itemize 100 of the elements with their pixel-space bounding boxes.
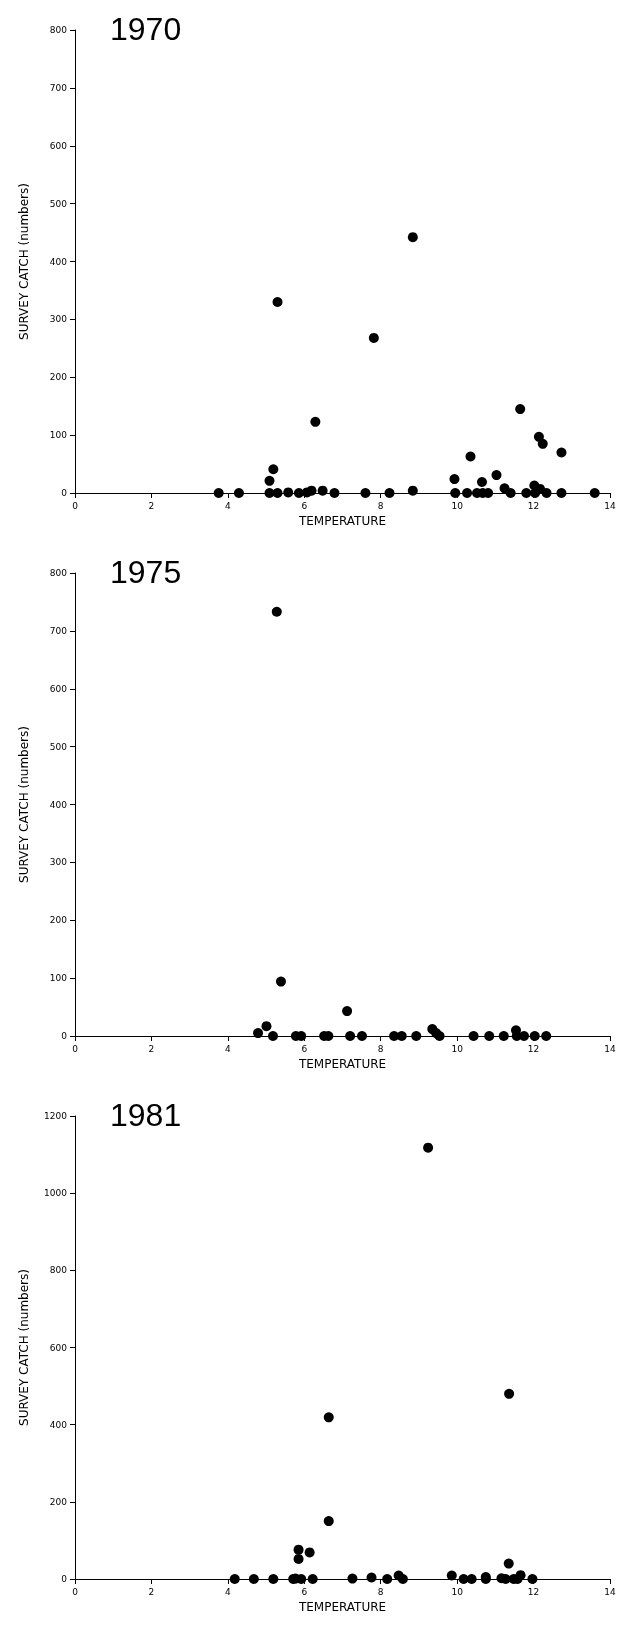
point — [283, 487, 294, 498]
y-tick-label: 200 — [49, 1496, 68, 1507]
y-tick-label: 0 — [61, 488, 68, 498]
point — [423, 1142, 434, 1153]
point — [541, 488, 552, 498]
y-tick-label: 800 — [49, 1265, 68, 1276]
y-tick-label: 500 — [49, 741, 68, 752]
point — [347, 1573, 358, 1584]
point — [515, 404, 526, 415]
y-tick-label: 300 — [49, 857, 68, 868]
point — [366, 1572, 377, 1583]
y-tick-label: 400 — [49, 256, 68, 267]
x-axis-title: TEMPERATURE — [297, 1600, 387, 1614]
x-tick-label: 14 — [604, 1043, 616, 1054]
point — [329, 488, 340, 498]
y-axis-title: SURVEY CATCH (numbers) — [17, 183, 31, 340]
point — [293, 1553, 304, 1564]
point — [360, 488, 371, 498]
x-tick-label: 8 — [377, 1043, 384, 1054]
point — [268, 464, 279, 475]
y-tick-label: 1200 — [44, 1111, 68, 1121]
x-tick-label: 14 — [604, 1586, 616, 1597]
point — [556, 447, 567, 458]
point — [384, 488, 395, 498]
point — [521, 488, 532, 498]
y-tick-label: 1000 — [44, 1188, 68, 1199]
point — [261, 1021, 272, 1032]
x-tick-label: 10 — [451, 1043, 464, 1054]
point — [449, 474, 460, 485]
x-tick-label: 10 — [451, 1586, 464, 1597]
x-tick-label: 12 — [527, 500, 540, 511]
point — [541, 1031, 552, 1041]
y-tick-label: 400 — [49, 799, 68, 810]
point — [446, 1570, 457, 1581]
point — [498, 1031, 509, 1041]
x-tick-label: 12 — [527, 1043, 540, 1054]
x-tick-label: 0 — [72, 1586, 79, 1597]
y-tick-label: 800 — [49, 568, 68, 578]
point — [368, 332, 379, 343]
point — [537, 438, 548, 449]
chart-title: 1981 — [110, 1097, 182, 1133]
point — [466, 1574, 477, 1584]
chart-title: 1970 — [110, 11, 182, 47]
point — [527, 1574, 538, 1584]
x-tick-label: 4 — [224, 1043, 231, 1054]
point — [213, 488, 224, 498]
point — [589, 488, 600, 498]
y-tick-label: 700 — [49, 82, 68, 93]
point — [519, 1031, 530, 1041]
point — [307, 1574, 318, 1584]
x-tick-label: 0 — [72, 1043, 79, 1054]
y-tick-label: 800 — [49, 25, 68, 35]
y-tick-label: 300 — [49, 314, 68, 325]
point — [411, 1031, 422, 1041]
x-tick-label: 2 — [148, 1586, 155, 1597]
point — [229, 1574, 240, 1584]
y-tick-label: 600 — [49, 683, 68, 694]
point — [323, 1412, 334, 1423]
y-tick-label: 700 — [49, 625, 68, 636]
x-tick-label: 8 — [377, 1586, 384, 1597]
point — [529, 1031, 540, 1041]
point — [382, 1574, 393, 1584]
point — [503, 1558, 514, 1569]
y-tick-label: 100 — [49, 430, 68, 441]
point — [345, 1031, 356, 1041]
point — [357, 1031, 367, 1041]
y-tick-label: 600 — [49, 1342, 68, 1353]
point — [465, 451, 476, 462]
point — [556, 488, 567, 498]
point — [268, 1574, 279, 1584]
x-axis-title: TEMPERATURE — [297, 1057, 387, 1071]
point — [306, 485, 317, 496]
point — [407, 232, 418, 243]
y-tick-label: 200 — [49, 915, 68, 926]
y-axis-title: SURVEY CATCH (numbers) — [17, 1269, 31, 1426]
point — [476, 477, 487, 487]
x-tick-label: 6 — [301, 500, 308, 511]
x-tick-label: 8 — [377, 500, 384, 511]
x-axis-title: TEMPERATURE — [297, 514, 387, 528]
point — [323, 1516, 334, 1527]
x-tick-label: 4 — [224, 1586, 231, 1597]
y-tick-label: 0 — [61, 1574, 68, 1584]
point — [253, 1028, 264, 1039]
y-tick-label: 500 — [49, 198, 68, 209]
x-tick-label: 6 — [301, 1043, 308, 1054]
point — [304, 1547, 315, 1558]
x-tick-label: 6 — [301, 1586, 308, 1597]
point — [293, 1544, 304, 1555]
y-tick-label: 100 — [49, 973, 68, 984]
point — [267, 1031, 278, 1041]
x-tick-label: 2 — [148, 1043, 155, 1054]
y-tick-label: 0 — [61, 1031, 68, 1041]
x-tick-label: 10 — [451, 500, 464, 511]
point — [272, 297, 283, 308]
y-tick-label: 600 — [49, 140, 68, 151]
point — [397, 1574, 408, 1584]
y-tick-label: 200 — [49, 372, 68, 383]
y-tick-label: 400 — [49, 1419, 68, 1430]
point — [275, 976, 286, 987]
point — [504, 1388, 515, 1399]
